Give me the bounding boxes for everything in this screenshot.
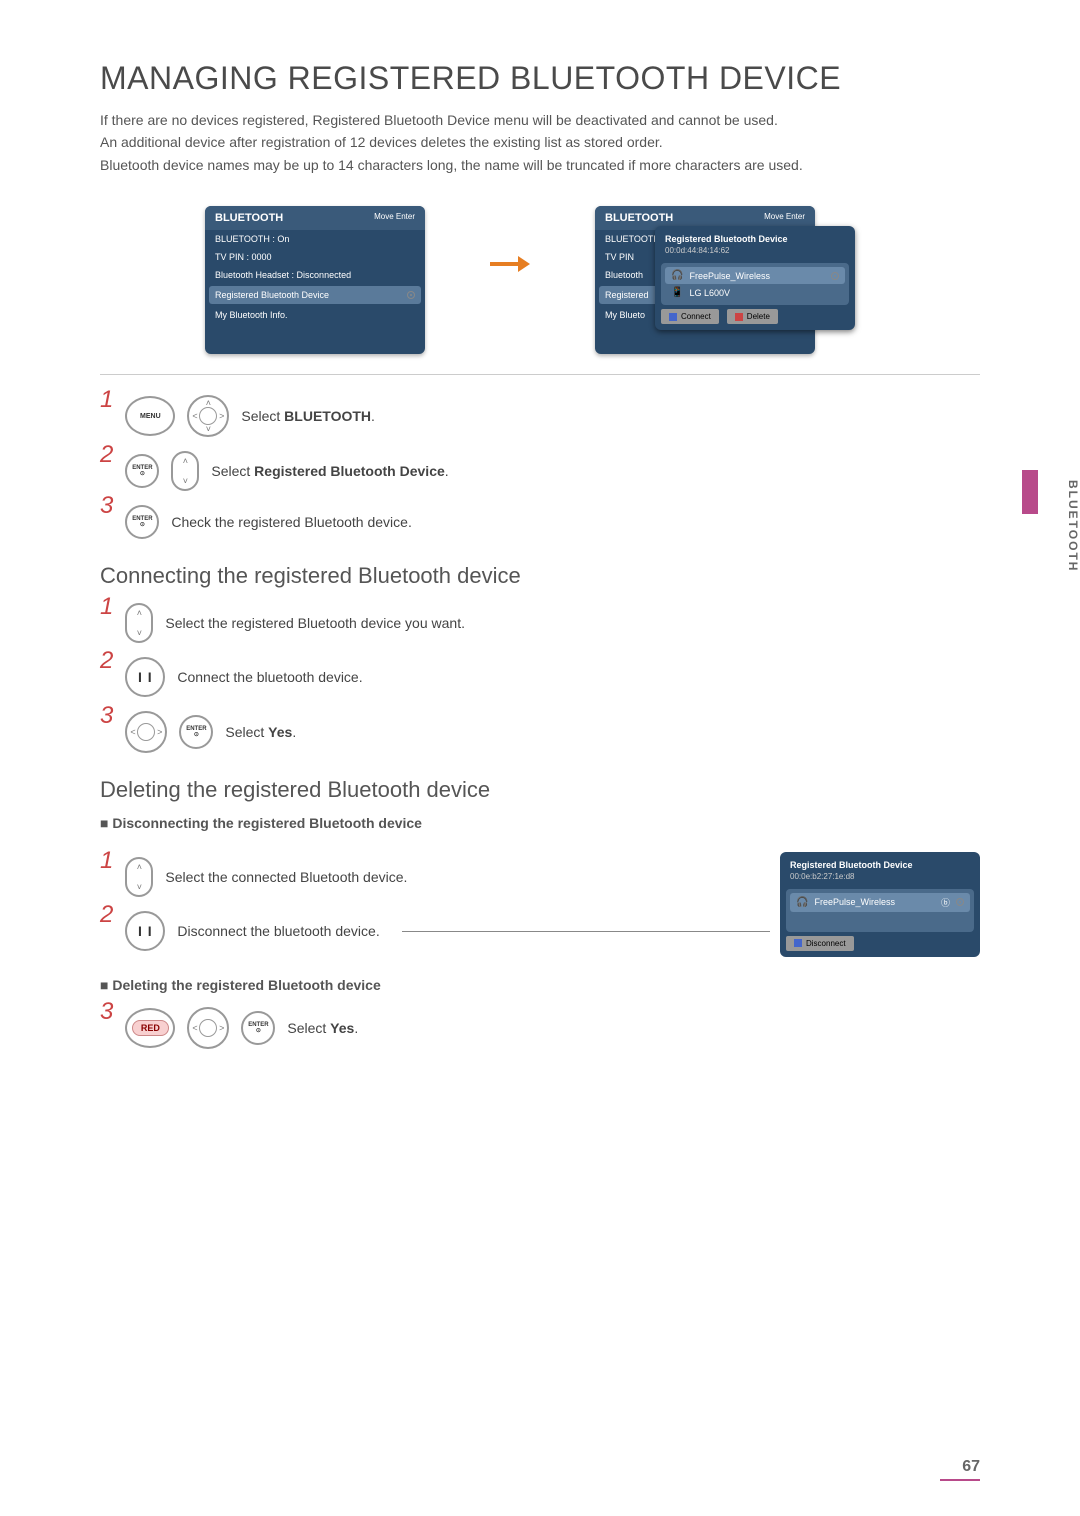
page-underline (940, 1479, 980, 1481)
bluetooth-menu-left: BLUETOOTH Move Enter BLUETOOTH : On TV P… (205, 206, 425, 354)
disconnect-popup: Registered Bluetooth Device 00:0e:b2:27:… (780, 852, 980, 957)
menu-left-item: TV PIN : 0000 (205, 248, 425, 266)
pause-remote-button: I I (125, 657, 165, 697)
bullet-icon (956, 898, 964, 906)
enter-remote-button: ENTER⊙ (125, 505, 159, 539)
step-row: 1 MENU ˄˅˂˃ Select BLUETOOTH. (100, 395, 980, 437)
dpad-icon: ˄˅˂˃ (187, 395, 229, 437)
step-row: 1 ˄˅ Select the connected Bluetooth devi… (100, 857, 780, 897)
step-text: Select Registered Bluetooth Device. (211, 463, 448, 479)
headset-icon: 🎧 (671, 270, 683, 281)
red-remote-button: RED (125, 1008, 175, 1048)
disconnect-button[interactable]: Disconnect (786, 936, 854, 951)
menu-left-highlight-text: Registered Bluetooth Device (215, 290, 329, 300)
registered-device-popup: Registered Bluetooth Device 00:0d:44:84:… (655, 226, 855, 330)
menu-left-highlight: Registered Bluetooth Device (209, 286, 421, 304)
menu-left-header-sub: Move Enter (374, 212, 415, 224)
enter-remote-button: ENTER⊙ (179, 715, 213, 749)
menu-illustration-row: BLUETOOTH Move Enter BLUETOOTH : On TV P… (100, 206, 980, 354)
headset-icon: 🎧 (796, 897, 808, 908)
menu-remote-button: MENU (125, 396, 175, 436)
menu-right-header: BLUETOOTH (605, 212, 673, 224)
step-number: 1 (100, 386, 113, 413)
side-tab-label: BLUETOOTH (1066, 480, 1080, 572)
step-row: 2 I I Connect the bluetooth device. (100, 657, 980, 697)
step-text: Select BLUETOOTH. (241, 408, 375, 424)
menu-right-header-sub: Move Enter (764, 212, 805, 224)
step-row: 1 ˄˅ Select the registered Bluetooth dev… (100, 603, 980, 643)
step-text: Select the registered Bluetooth device y… (165, 615, 465, 631)
updown-remote-button: ˄˅ (171, 451, 199, 491)
connect-button[interactable]: Connect (661, 309, 719, 324)
dpad-icon: ˂˃ (125, 711, 167, 753)
menu-left-item: Bluetooth Headset : Disconnected (205, 266, 425, 284)
section-c-sub1: Disconnecting the registered Bluetooth d… (100, 815, 980, 831)
phone-icon: 📱 (671, 287, 683, 298)
step-text: Select Yes. (287, 1020, 358, 1036)
popup-title: Registered Bluetooth Device (661, 232, 849, 246)
step-text: Check the registered Bluetooth device. (171, 514, 411, 530)
menu-left-header: BLUETOOTH (215, 212, 283, 224)
intro-line-2: An additional device after registration … (100, 131, 980, 153)
step-text: Select the connected Bluetooth device. (165, 869, 407, 885)
step-number: 3 (100, 998, 113, 1025)
bluetooth-menu-right-wrap: BLUETOOTH Move Enter BLUETOOTH : On TV P… (595, 206, 875, 354)
section-c-sub2: Deleting the registered Bluetooth device (100, 977, 980, 993)
arrow-right-icon (485, 206, 535, 272)
connector-line (402, 931, 770, 932)
step-number: 2 (100, 441, 113, 468)
side-tab-bar (1022, 470, 1038, 514)
page-title: MANAGING REGISTERED BLUETOOTH DEVICE (100, 60, 980, 97)
popup-device-item: 🎧 FreePulse_Wireless (665, 267, 845, 284)
popup-device-item: 📱 LG L600V (665, 284, 845, 301)
enter-remote-button: ENTER⊙ (125, 454, 159, 488)
step-text: Select Yes. (225, 724, 296, 740)
bullet-icon (831, 272, 839, 280)
popup-device-item: 🎧 FreePulse_Wireless ⓑ (790, 893, 970, 912)
step-row: 2 ENTER⊙ ˄˅ Select Registered Bluetooth … (100, 451, 980, 491)
delete-button[interactable]: Delete (727, 309, 778, 324)
step-with-popup: 1 ˄˅ Select the connected Bluetooth devi… (100, 843, 980, 965)
updown-remote-button: ˄˅ (125, 603, 153, 643)
bt-icon: ⓑ (941, 896, 950, 909)
menu-left-item: BLUETOOTH : On (205, 230, 425, 248)
popup-mac: 00:0d:44:84:14:62 (661, 246, 849, 259)
intro-line-1: If there are no devices registered, Regi… (100, 109, 980, 131)
section-c-title: Deleting the registered Bluetooth device (100, 777, 980, 803)
popup-mac: 00:0e:b2:27:1e:d8 (786, 872, 974, 885)
step-row: 3 ENTER⊙ Check the registered Bluetooth … (100, 505, 980, 539)
popup-title: Registered Bluetooth Device (786, 858, 974, 872)
bullet-icon (407, 291, 415, 299)
step-number: 2 (100, 647, 113, 674)
step-text: Connect the bluetooth device. (177, 669, 362, 685)
step-row: 3 RED ˂˃ ENTER⊙ Select Yes. (100, 1007, 980, 1049)
step-number: 3 (100, 702, 113, 729)
page-number: 67 (962, 1458, 980, 1476)
step-row: 3 ˂˃ ENTER⊙ Select Yes. (100, 711, 980, 753)
step-number: 1 (100, 593, 113, 620)
menu-left-item: My Bluetooth Info. (205, 306, 425, 324)
enter-remote-button: ENTER⊙ (241, 1011, 275, 1045)
step-row: 2 I I Disconnect the bluetooth device. (100, 911, 780, 951)
intro-paragraph: If there are no devices registered, Regi… (100, 109, 980, 176)
section-b-title: Connecting the registered Bluetooth devi… (100, 563, 980, 589)
intro-line-3: Bluetooth device names may be up to 14 c… (100, 154, 980, 176)
step-number: 1 (100, 847, 113, 874)
dpad-icon: ˂˃ (187, 1007, 229, 1049)
step-text: Disconnect the bluetooth device. (177, 923, 379, 939)
step-number: 3 (100, 492, 113, 519)
pause-remote-button: I I (125, 911, 165, 951)
step-number: 2 (100, 901, 113, 928)
updown-remote-button: ˄˅ (125, 857, 153, 897)
